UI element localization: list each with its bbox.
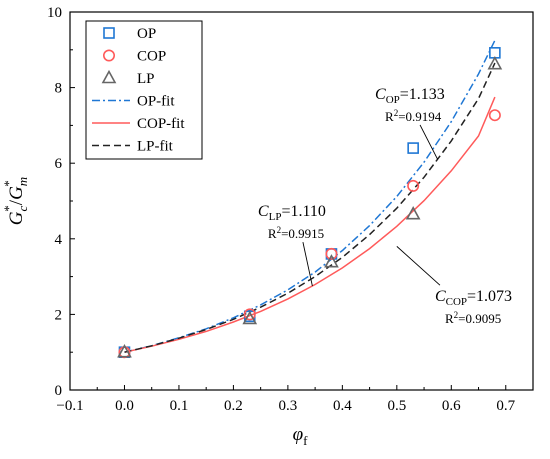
x-tick-label: −0.1: [56, 398, 83, 414]
annotation-r2: R2=0.9915: [268, 225, 324, 241]
fit-line-cop-fit: [124, 96, 496, 353]
y-axis: 0 2 4 6 8 10: [47, 5, 75, 399]
point-op: [407, 142, 419, 154]
y-tick-label: 2: [55, 307, 63, 323]
legend-label: LP: [137, 71, 155, 87]
x-tick-label: 0.1: [170, 398, 189, 414]
annotation-coefficient: COP=1.133: [375, 86, 445, 106]
annotation-leader: [396, 246, 441, 286]
annotation-leader: [302, 242, 313, 287]
point-cop: [407, 179, 420, 192]
legend-label: OP: [137, 26, 156, 42]
point-cop: [243, 308, 256, 321]
annotation-lp: CLP=1.110 R2=0.9915: [258, 203, 326, 287]
legend-box: [85, 20, 203, 160]
point-lp: [324, 254, 339, 268]
y-tick-label: 6: [55, 156, 63, 172]
annotation-coefficient: CCOP=1.073: [435, 288, 512, 308]
fit-line-op-fit: [124, 39, 496, 353]
x-tick-label: 0.0: [115, 398, 134, 414]
legend-item-lp: LP: [101, 69, 155, 87]
y-axis-title: Gc*/Gm*: [1, 177, 30, 225]
legend-item-op-fit: OP-fit: [92, 94, 175, 110]
annotation-leader: [419, 124, 439, 160]
y-tick-label: 8: [55, 81, 63, 97]
legend-item-cop-fit: COP-fit: [92, 116, 185, 132]
point-lp: [487, 55, 503, 70]
point-cop: [488, 109, 501, 122]
legend-marker-cop: [103, 49, 116, 62]
annotation-coefficient: CLP=1.110: [258, 203, 326, 223]
legend-item-op: OP: [103, 26, 156, 42]
point-lp: [117, 344, 132, 358]
y-tick-label: 0: [55, 383, 63, 399]
point-lp: [405, 206, 421, 220]
y-tick-label: 10: [47, 5, 62, 21]
legend-marker-lp: [101, 69, 117, 84]
legend-label: LP-fit: [137, 139, 174, 155]
y-tick-label: 4: [55, 232, 63, 248]
data-points: [117, 47, 503, 359]
legend-label: COP-fit: [137, 116, 185, 132]
legend-label: OP-fit: [137, 94, 175, 110]
fit-lines: [124, 39, 496, 353]
legend-label: COP: [137, 49, 166, 65]
annotation-r2: R2=0.9095: [445, 310, 501, 326]
annotation-cop: CCOP=1.073 R2=0.9095: [396, 246, 512, 326]
x-tick-label: 0.5: [387, 398, 406, 414]
annotation-r2: R2=0.9194: [385, 108, 442, 124]
x-axis: −0.1 0.0 0.1 0.2 0.3 0.4 0.5 0.6 0.7: [56, 385, 516, 414]
x-tick-label: 0.4: [333, 398, 352, 414]
legend: OP COP LP OP-fit COP-fit LP-fit: [85, 20, 203, 160]
legend-item-cop: COP: [103, 49, 166, 65]
x-tick-label: 0.2: [224, 398, 243, 414]
x-axis-title: φf: [293, 424, 309, 448]
annotations: COP=1.133 R2=0.9194 CLP=1.110 R2=0.9915 CCOP…: [258, 86, 512, 326]
x-tick-label: 0.7: [496, 398, 515, 414]
point-cop: [325, 247, 338, 260]
annotation-op: COP=1.133 R2=0.9194: [375, 86, 445, 160]
legend-item-lp-fit: LP-fit: [92, 139, 174, 155]
x-tick-label: 0.3: [279, 398, 298, 414]
x-tick-label: 0.6: [442, 398, 461, 414]
point-lp: [242, 310, 258, 325]
legend-marker-op: [103, 27, 115, 39]
